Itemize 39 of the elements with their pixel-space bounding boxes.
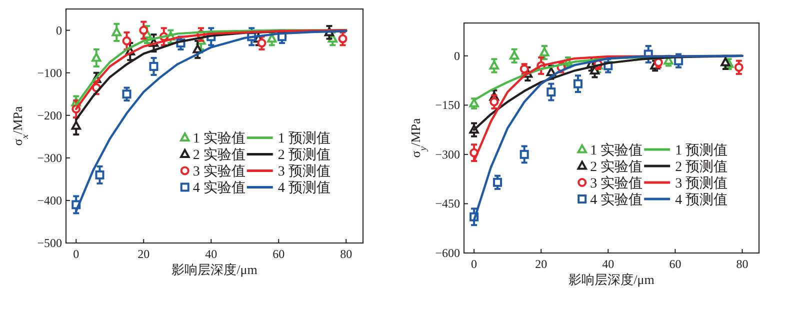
x-tick-label: 20 <box>138 247 150 261</box>
legend-label: 2 预测值 <box>278 147 330 164</box>
y-tick-label: 0 <box>56 23 62 38</box>
y-tick-label: −450 <box>435 196 460 211</box>
y-tick-label: −150 <box>435 98 460 112</box>
y-tick-label: −200 <box>37 108 62 122</box>
legend-label: 1 实验值 <box>590 142 643 158</box>
x-tick-label: 40 <box>602 257 614 271</box>
legend-label: 3 预测值 <box>675 176 728 192</box>
x-tick-label: 40 <box>205 247 218 261</box>
legend-label: 2 实验值 <box>192 147 246 164</box>
legend-label: 2 实验值 <box>590 159 643 175</box>
x-axis-title: 影响层深度/μm <box>172 262 258 277</box>
y-tick-label: −300 <box>37 150 62 165</box>
x-tick-label: 20 <box>535 257 548 271</box>
x-tick-label: 80 <box>340 247 352 261</box>
x-tick-label: 60 <box>669 257 682 271</box>
y-tick-label: −300 <box>435 147 460 162</box>
legend-label: 1 预测值 <box>278 130 330 147</box>
x-axis-title: 影响层深度/μm <box>568 272 654 287</box>
legend-label: 4 预测值 <box>278 180 330 196</box>
legend-label: 3 实验值 <box>192 164 246 180</box>
legend-label: 1 预测值 <box>675 142 728 158</box>
legend-label: 3 实验值 <box>590 176 643 192</box>
legend-label: 4 预测值 <box>675 192 728 208</box>
y-tick-label: 0 <box>454 48 460 63</box>
y-tick-label: −600 <box>435 246 460 260</box>
x-tick-label: 0 <box>73 247 80 261</box>
x-tick-label: 80 <box>736 257 748 271</box>
y-tick-label: −400 <box>37 193 62 208</box>
y-tick-label: −100 <box>37 66 62 80</box>
legend-label: 4 实验值 <box>192 180 246 196</box>
y-tick-label: −500 <box>37 236 62 250</box>
x-tick-label: 0 <box>471 257 478 271</box>
legend-label: 2 预测值 <box>675 159 728 175</box>
legend-label: 3 预测值 <box>278 164 330 180</box>
x-tick-label: 60 <box>272 247 285 261</box>
legend-label: 4 实验值 <box>590 192 643 208</box>
legend-label: 1 实验值 <box>192 130 246 147</box>
